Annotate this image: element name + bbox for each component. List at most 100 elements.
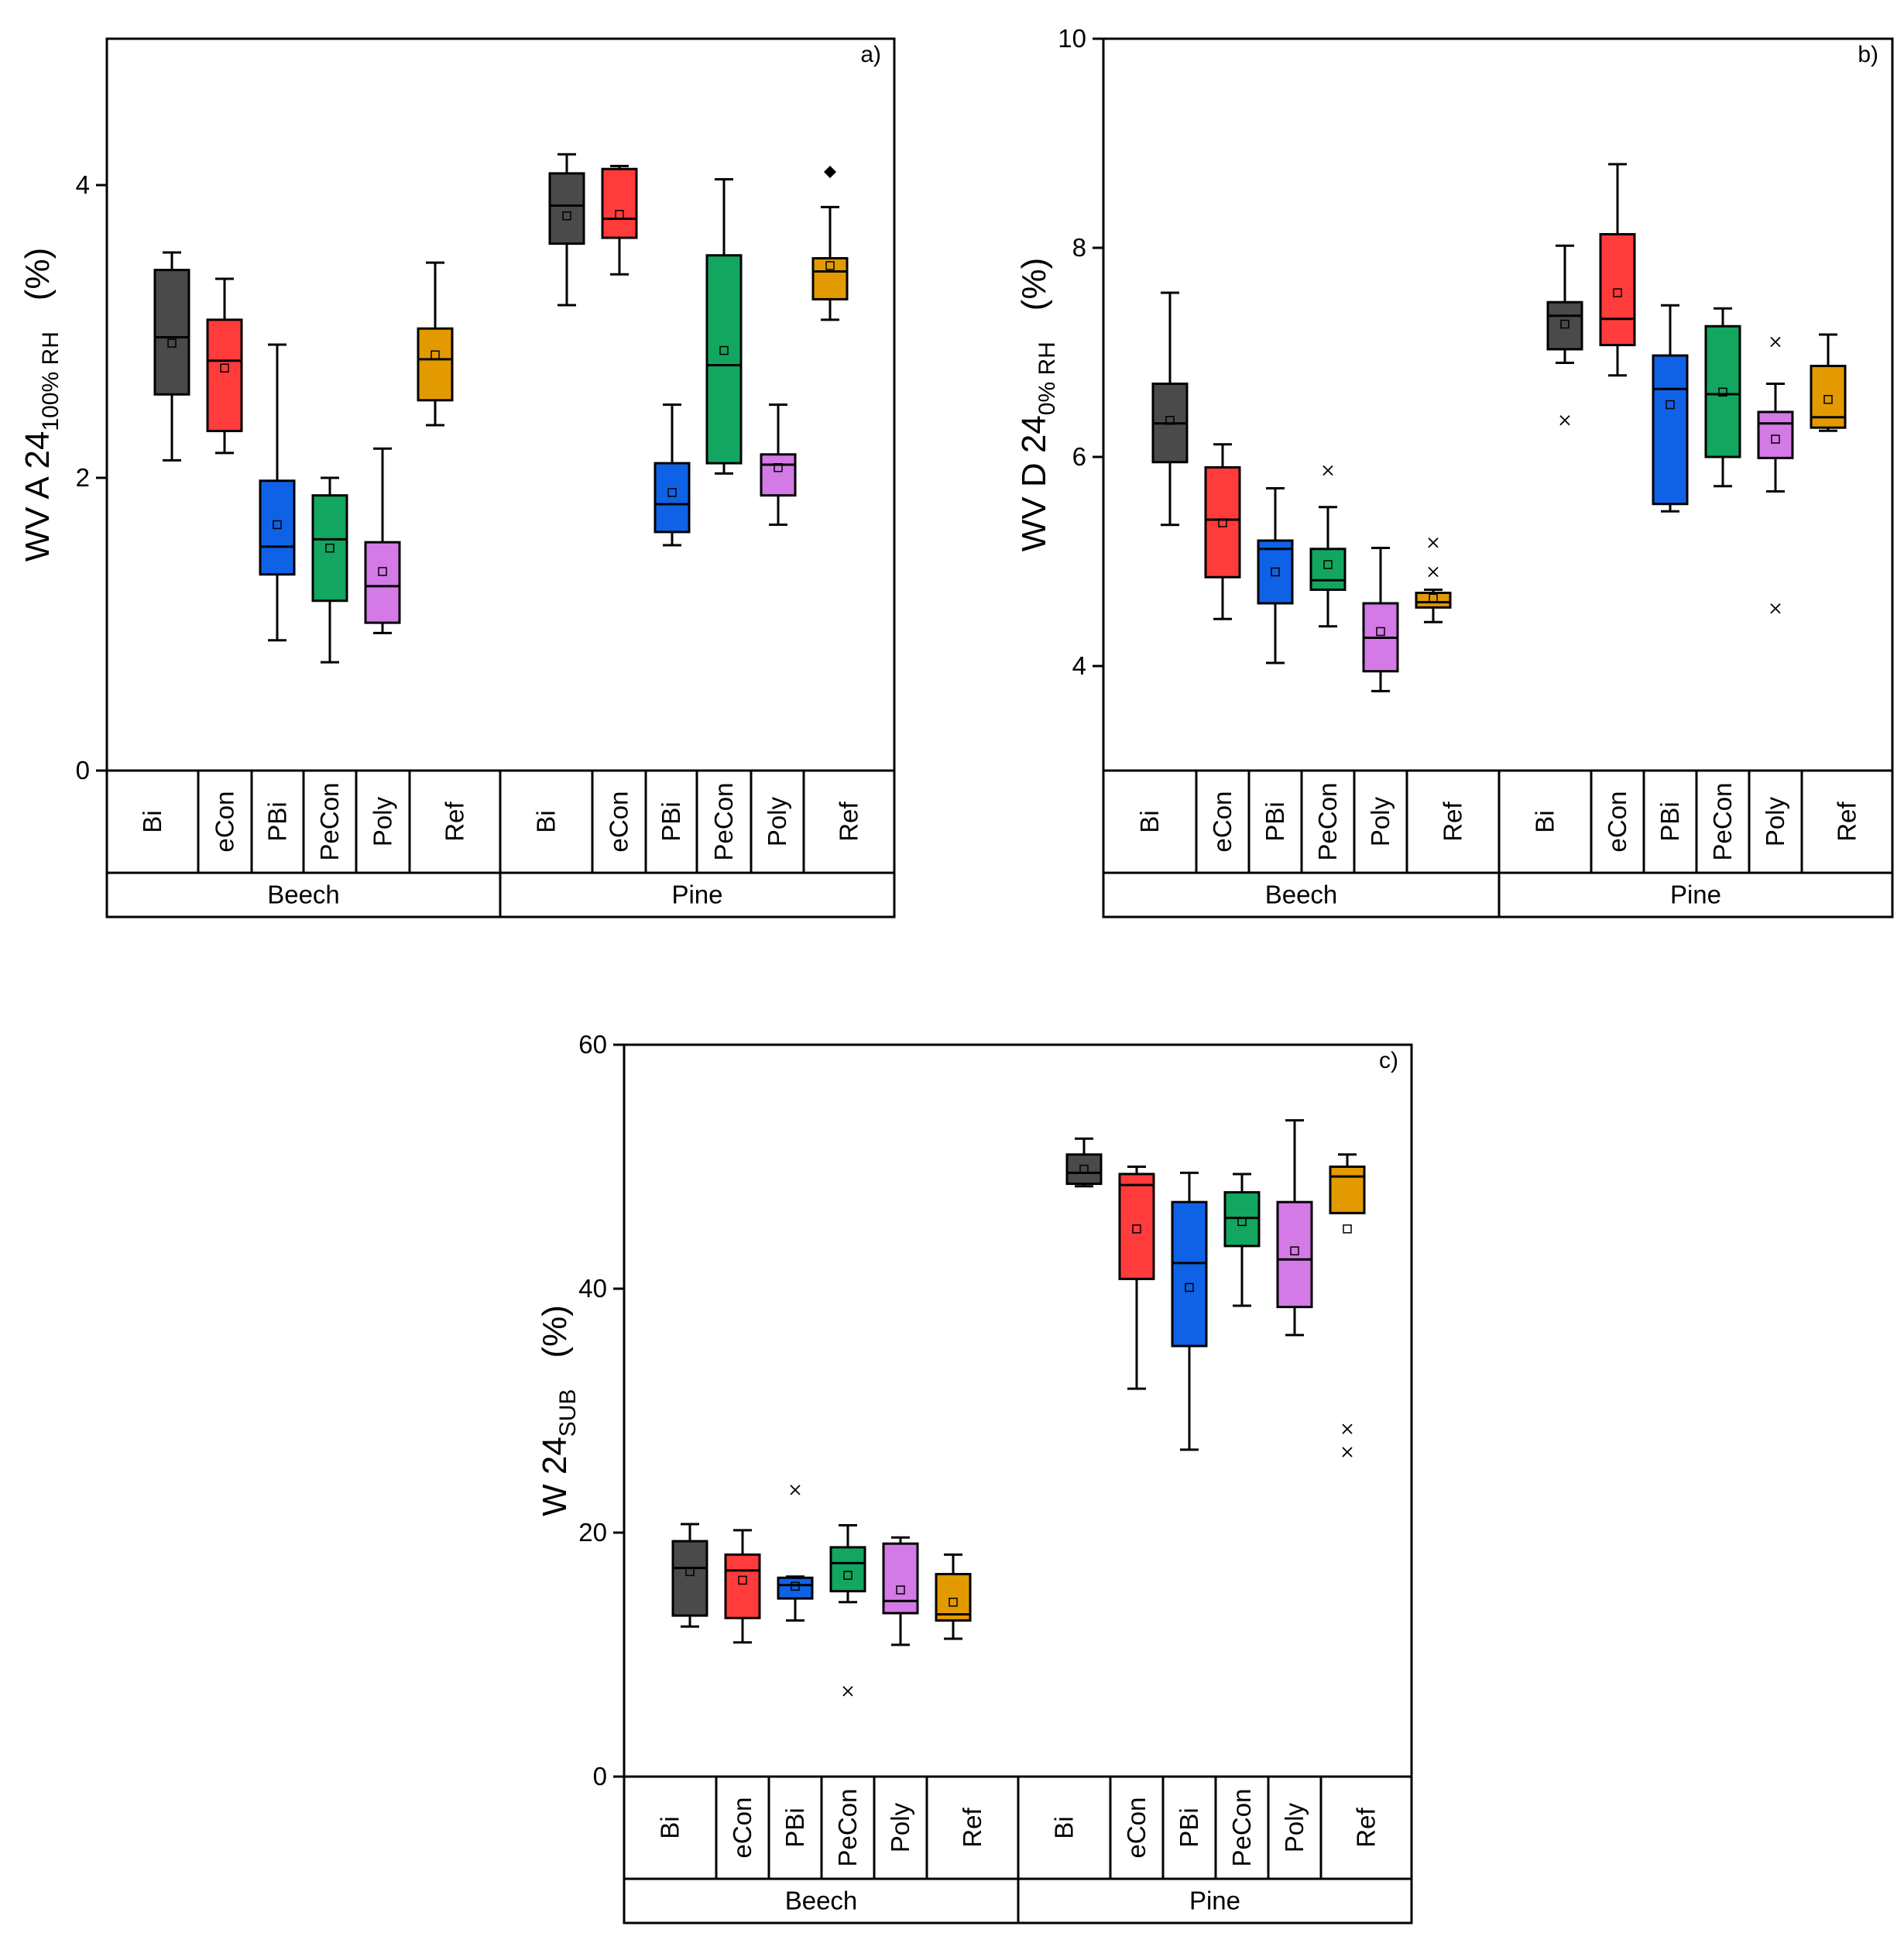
iqr-box [1704, 324, 1741, 458]
category-label: eCon [211, 791, 239, 853]
mean-marker [220, 363, 229, 373]
mean-marker [1271, 567, 1280, 577]
y-tick-label: 40 [578, 1274, 607, 1303]
mean-marker [1237, 1217, 1247, 1227]
iqr-box [548, 172, 585, 246]
box-eCon-Beech [724, 1529, 761, 1644]
category-label: Ref [441, 801, 469, 841]
category-label: Bi [1135, 810, 1164, 833]
y-axis-label-unit: (%) [536, 1305, 574, 1358]
box-Bi-Beech [1151, 291, 1189, 527]
box-eCon-Beech [1204, 443, 1241, 620]
iqr-box [654, 462, 691, 534]
box-PeCon-Pine [705, 177, 743, 475]
chart-panel-b: 4 6 8 10 WV D 240% RH (%) b) Bi eCon PBi PeCon Poly… [1015, 24, 1894, 918]
box-PeCon-Pine [1223, 1173, 1261, 1307]
iqr-box [1257, 539, 1294, 605]
box-Bi-Beech [153, 251, 190, 462]
iqr-box [1223, 1191, 1261, 1248]
outlier-marker [1323, 465, 1333, 476]
y-axis-label-main: WV A 24 [19, 431, 57, 562]
box-Poly-Pine [760, 403, 797, 526]
mean-marker [1132, 1224, 1141, 1234]
category-label: Poly [1280, 1802, 1309, 1852]
iqr-box [1810, 365, 1847, 429]
box-Poly-Beech [1362, 546, 1399, 692]
category-label: eCon [605, 791, 633, 853]
iqr-box [364, 541, 401, 624]
outlier-marker [1559, 415, 1570, 426]
box-Poly-Pine [1757, 336, 1794, 614]
iqr-box [259, 479, 296, 576]
box-PeCon-Pine [1704, 307, 1741, 488]
y-axis-label-subscript: 100% RH [38, 331, 63, 431]
mean-marker [843, 1571, 853, 1580]
mean-marker [378, 567, 387, 576]
y-axis-label: W 24SUB (%) [536, 1305, 581, 1516]
box-Ref-Pine [811, 165, 849, 321]
iqr-box [1546, 300, 1583, 351]
y-axis-label-main: W 24 [536, 1437, 574, 1516]
panel-label: a) [860, 42, 881, 67]
mean-marker [667, 488, 677, 497]
plot-frame [623, 1043, 1413, 1778]
box-PBi-Pine [1171, 1171, 1208, 1451]
outlier-marker [842, 1686, 853, 1697]
iqr-box [1415, 592, 1452, 609]
iqr-box [1309, 548, 1347, 591]
mean-marker [1771, 434, 1780, 444]
box-Ref-Beech [935, 1553, 972, 1640]
outlier-marker [1770, 603, 1781, 614]
y-tick-label: 0 [593, 1762, 607, 1791]
iqr-box [1204, 466, 1241, 579]
box-PBi-Beech [777, 1485, 814, 1622]
iqr-box [1329, 1166, 1366, 1214]
category-label: PeCon [1313, 783, 1342, 861]
panel-label: b) [1858, 42, 1878, 67]
category-label: Ref [1833, 801, 1861, 841]
mean-marker [791, 1581, 800, 1591]
box-Poly-Pine [1276, 1119, 1313, 1337]
iqr-box [311, 494, 348, 603]
group-label: Beech [267, 881, 340, 909]
category-label: PeCon [709, 783, 738, 861]
group-label: Pine [1189, 1887, 1240, 1915]
y-tick-label: 8 [1072, 233, 1086, 262]
iqr-box [1118, 1173, 1155, 1280]
category-label: Ref [835, 801, 863, 841]
iqr-box [777, 1576, 814, 1600]
y-axis-label: WV D 240% RH (%) [1015, 258, 1060, 552]
category-label: PBi [1261, 802, 1289, 841]
chart-panel-c: 0 20 40 60 W 24SUB (%) c) Bi eCon PBi PeCon Poly Ref… [536, 1030, 1413, 1925]
mean-marker [1079, 1164, 1089, 1174]
outlier-marker [1342, 1447, 1353, 1458]
iqr-box [1599, 232, 1636, 347]
category-label: PBi [1655, 802, 1684, 841]
box-Ref-Beech [1415, 537, 1452, 623]
iqr-box [705, 254, 743, 465]
mean-marker [719, 345, 729, 355]
outlier-marker [790, 1485, 801, 1495]
box-Bi-Pine [548, 153, 585, 307]
y-tick-label: 4 [1072, 651, 1086, 680]
category-label: PBi [1175, 1808, 1203, 1847]
iqr-box [1065, 1153, 1103, 1186]
iqr-box [724, 1553, 761, 1619]
mean-marker [1613, 288, 1622, 297]
iqr-box [829, 1546, 866, 1593]
mean-marker [325, 543, 334, 553]
category-label: eCon [1208, 791, 1237, 853]
y-tick-label: 10 [1058, 24, 1086, 53]
box-Poly-Beech [364, 447, 401, 634]
category-label: PBi [657, 802, 685, 841]
mean-marker [825, 261, 835, 270]
mean-marker [1165, 416, 1175, 425]
category-label: Bi [138, 810, 166, 833]
iqr-box [811, 257, 849, 300]
y-axis-label-subscript: 0% RH [1034, 342, 1060, 415]
mean-marker [615, 210, 624, 219]
mean-marker [1666, 400, 1675, 410]
iqr-box [760, 453, 797, 497]
box-PBi-Pine [654, 403, 691, 547]
iqr-box [206, 318, 243, 433]
